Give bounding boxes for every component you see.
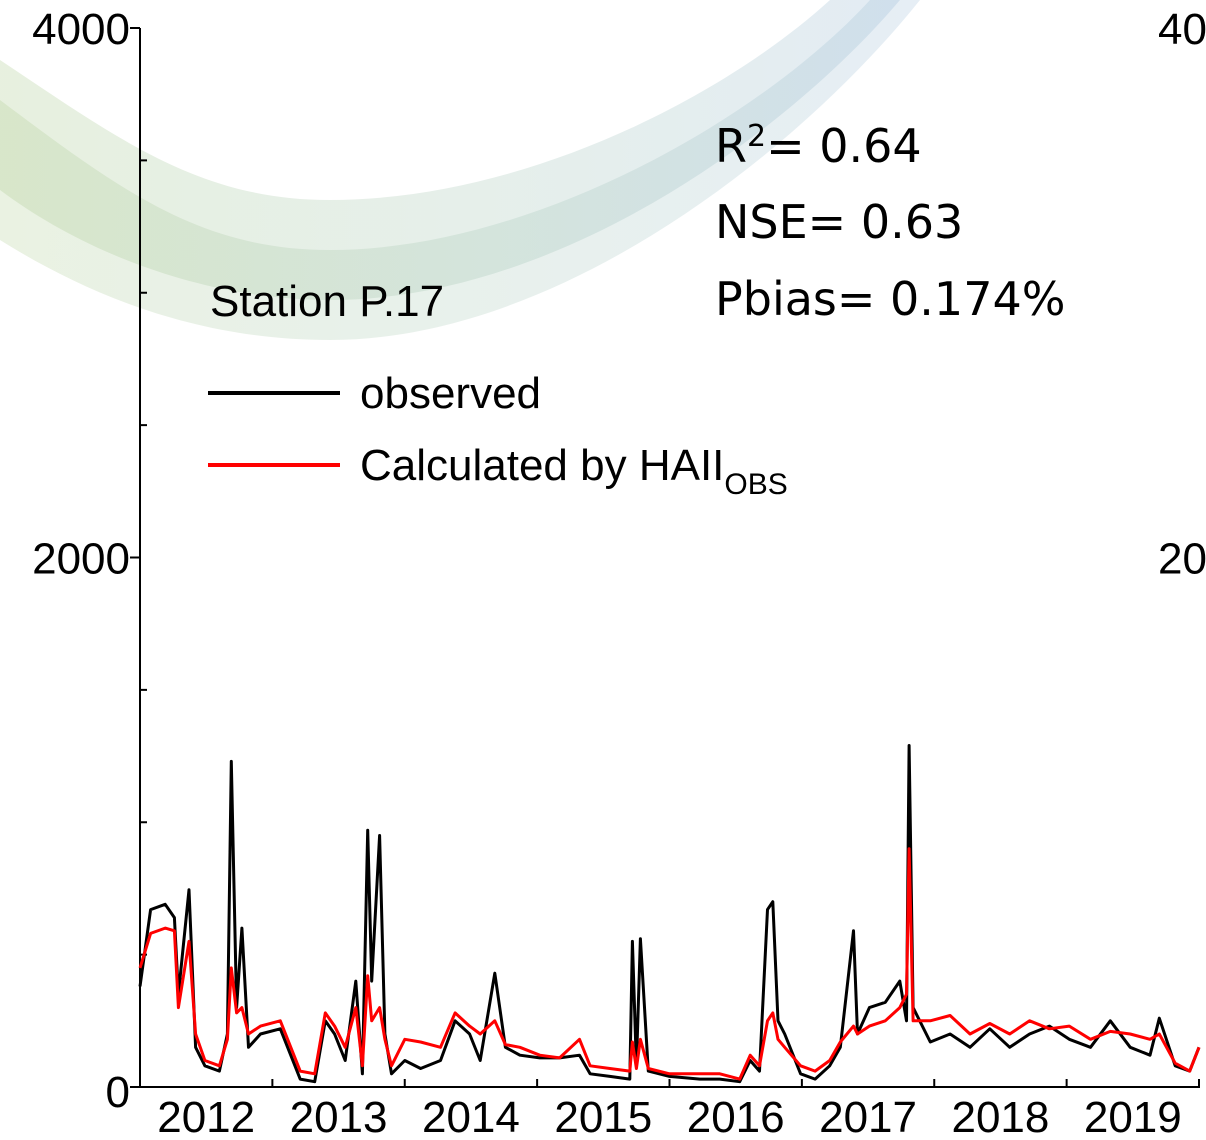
stat-label: R	[715, 119, 747, 173]
x-tick-label: 2017	[819, 1093, 917, 1140]
x-tick-label: 2012	[157, 1093, 255, 1140]
stat-text: = 0.64	[766, 119, 922, 173]
legend-label: observed	[360, 369, 541, 418]
legend: observed Calculated by HAIIOBS	[208, 369, 788, 501]
y-tick-label: 4000	[32, 5, 130, 54]
stat-pbias: Pbias= 0.174%	[715, 272, 1065, 326]
legend-label: Calculated by HAIIOBS	[360, 441, 788, 501]
series-line	[138, 744, 1201, 1084]
legend-subscript: OBS	[724, 468, 787, 501]
legend-name: Calculated by HAII	[360, 441, 724, 490]
y-tick-label: 0	[106, 1068, 130, 1117]
x-tick-label: 2015	[554, 1093, 652, 1140]
station-label: Station P.17	[210, 277, 444, 326]
x-tick-label: 2016	[687, 1093, 785, 1140]
series-line	[138, 847, 1201, 1081]
x-tick-label: 2014	[422, 1093, 520, 1140]
x-tick-label: 2013	[290, 1093, 388, 1140]
y-tick-label: 2000	[1158, 535, 1206, 584]
y-tick-label: 2000	[32, 535, 130, 584]
y-tick-label: 4000	[1158, 5, 1206, 54]
legend-name: observed	[360, 369, 541, 418]
stat-superscript: 2	[747, 119, 766, 154]
x-tick-label: 2019	[1084, 1093, 1182, 1140]
stat-r2: R2= 0.64	[715, 119, 922, 173]
stat-nse: NSE= 0.63	[715, 195, 963, 249]
background-swoosh	[0, 0, 920, 340]
x-tick-label: 2018	[951, 1093, 1049, 1140]
